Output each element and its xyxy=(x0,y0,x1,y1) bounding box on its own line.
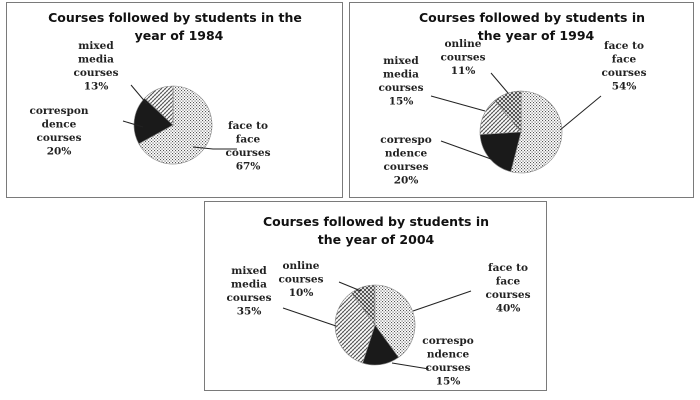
chart-title-line-1: Courses followed by students in the xyxy=(48,10,302,25)
pie-slice-face-to-face-courses xyxy=(138,85,213,165)
pie-slice-online-courses xyxy=(494,90,522,133)
pie-slice-face-to-face-courses xyxy=(510,90,563,174)
chart-title-line-1: Courses followed by students in xyxy=(419,10,645,25)
leader-line xyxy=(122,120,144,128)
slice-label-face-to-face-courses: face to face courses 40% xyxy=(485,262,530,315)
leader-line xyxy=(391,362,430,370)
chart-title-line-1: Courses followed by students in xyxy=(263,214,489,229)
pie-slices xyxy=(334,284,416,366)
chart-title-line-2: the year of 2004 xyxy=(318,232,435,247)
pie-slices xyxy=(479,90,563,174)
slice-label-face-to-face-courses: face to face courses 54% xyxy=(601,40,646,93)
pie-chart-1994-svg: Courses followed by students in the year… xyxy=(378,10,646,187)
slice-label-mixed-media-courses: mixed media courses 13% xyxy=(73,40,118,93)
slice-label-mixed-media-courses: mixed media courses 35% xyxy=(226,265,271,318)
leader-line xyxy=(130,84,148,105)
pie-chart-1994: Courses followed by students in the year… xyxy=(349,2,694,198)
leader-line xyxy=(338,281,362,292)
chart-title-line-2: the year of 1994 xyxy=(478,28,595,43)
pie-slices xyxy=(133,85,213,165)
leader-line xyxy=(192,146,237,150)
slice-label-mixed-media-courses: mixed media courses 15% xyxy=(378,55,423,108)
pie-slice-mixed-media-courses xyxy=(334,292,376,364)
slice-labels: face to face courses 40% correspo ndence cours… xyxy=(226,260,530,388)
pie-slice-online-courses xyxy=(351,284,376,326)
leader-line xyxy=(440,140,492,160)
pie-chart-2004-svg: Courses followed by students in the year… xyxy=(226,214,530,388)
slice-label-correspo-ndence-courses: correspo ndence courses 20% xyxy=(380,134,431,187)
leader-line xyxy=(490,72,509,94)
slice-labels: face to face courses 67% correspon dence cours… xyxy=(29,40,270,173)
pie-slice-mixed-media-courses xyxy=(144,85,174,126)
leader-line xyxy=(559,95,602,131)
chart-title-line-2: year of 1984 xyxy=(135,28,224,43)
slice-labels: face to face courses 54% correspo ndence cours… xyxy=(378,38,646,187)
pie-slice-face-to-face-courses xyxy=(374,284,416,358)
slice-label-online-courses: online courses 10% xyxy=(278,260,323,299)
pie-chart-1984: Courses followed by students in the year… xyxy=(6,2,343,198)
pie-chart-2004: Courses followed by students in the year… xyxy=(204,201,547,391)
slice-label-correspon-dence-courses: correspon dence courses 20% xyxy=(29,105,88,158)
leader-line xyxy=(430,95,486,112)
leader-line xyxy=(412,290,472,312)
pie-chart-1984-svg: Courses followed by students in the year… xyxy=(29,10,302,173)
slice-label-face-to-face-courses: face to face courses 67% xyxy=(225,120,270,173)
leader-line xyxy=(282,307,337,327)
slice-label-online-courses: online courses 11% xyxy=(440,38,485,77)
slice-label-correspo-ndence-courses: correspo ndence courses 15% xyxy=(422,335,473,388)
